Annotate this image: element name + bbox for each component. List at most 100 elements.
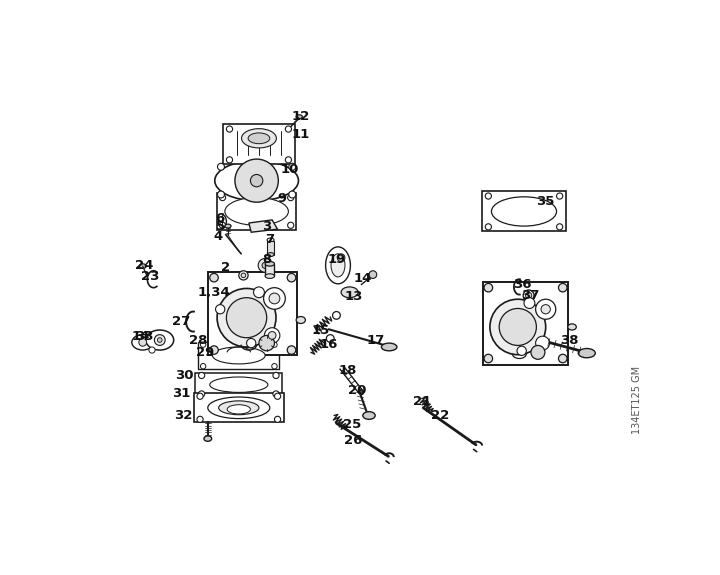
Circle shape <box>199 373 204 378</box>
Circle shape <box>226 157 233 163</box>
Circle shape <box>557 193 563 199</box>
Ellipse shape <box>267 238 274 242</box>
Circle shape <box>333 312 341 319</box>
Circle shape <box>220 222 225 228</box>
Bar <box>482 191 566 232</box>
Circle shape <box>258 258 272 273</box>
Circle shape <box>536 336 549 350</box>
Ellipse shape <box>296 317 305 324</box>
Circle shape <box>200 342 206 347</box>
Circle shape <box>158 338 162 342</box>
Ellipse shape <box>492 197 557 226</box>
Circle shape <box>499 308 536 346</box>
Circle shape <box>287 222 294 228</box>
Circle shape <box>524 298 535 308</box>
Circle shape <box>199 391 204 397</box>
Ellipse shape <box>325 247 351 284</box>
Circle shape <box>235 159 279 202</box>
Text: 29: 29 <box>196 346 214 359</box>
Circle shape <box>220 194 225 201</box>
Bar <box>194 393 284 423</box>
Circle shape <box>200 363 206 369</box>
Circle shape <box>273 373 279 378</box>
Text: 8: 8 <box>262 254 271 266</box>
Ellipse shape <box>382 343 397 351</box>
Circle shape <box>287 346 296 354</box>
Circle shape <box>485 193 492 199</box>
Text: 21: 21 <box>413 395 431 408</box>
Circle shape <box>490 299 546 355</box>
Circle shape <box>531 346 545 359</box>
Text: 31: 31 <box>172 388 191 400</box>
Circle shape <box>274 416 281 423</box>
Text: 27: 27 <box>172 315 191 328</box>
Text: 4: 4 <box>213 231 222 243</box>
Ellipse shape <box>228 405 251 414</box>
Text: 7: 7 <box>265 233 274 247</box>
Circle shape <box>517 346 526 355</box>
Circle shape <box>287 194 294 201</box>
Circle shape <box>197 416 203 423</box>
Circle shape <box>559 283 567 292</box>
Bar <box>223 124 294 164</box>
Circle shape <box>239 271 248 280</box>
Text: 24: 24 <box>135 259 153 272</box>
Text: 5: 5 <box>215 220 225 233</box>
Bar <box>483 282 568 365</box>
Circle shape <box>485 224 492 230</box>
Circle shape <box>289 191 296 198</box>
Circle shape <box>215 305 225 314</box>
Ellipse shape <box>212 347 265 364</box>
Ellipse shape <box>225 224 231 228</box>
Circle shape <box>149 347 155 353</box>
Circle shape <box>154 335 165 346</box>
Bar <box>208 273 297 355</box>
Circle shape <box>226 126 233 132</box>
Text: 2: 2 <box>221 261 230 274</box>
Text: 14: 14 <box>131 331 150 343</box>
Text: 3: 3 <box>262 220 271 233</box>
Bar <box>265 264 274 276</box>
Bar <box>217 193 296 230</box>
Ellipse shape <box>296 115 302 118</box>
Ellipse shape <box>578 348 595 358</box>
Circle shape <box>139 339 147 346</box>
Ellipse shape <box>219 401 259 415</box>
Text: 33: 33 <box>135 331 153 343</box>
Ellipse shape <box>145 330 174 350</box>
Text: 20: 20 <box>348 384 366 397</box>
Ellipse shape <box>210 377 268 392</box>
Text: 30: 30 <box>175 369 194 382</box>
Ellipse shape <box>331 254 345 277</box>
Circle shape <box>326 335 334 342</box>
Bar <box>267 241 274 255</box>
Text: 23: 23 <box>141 270 160 283</box>
Text: 14: 14 <box>354 272 372 285</box>
Circle shape <box>285 126 292 132</box>
Circle shape <box>337 254 345 262</box>
Text: 22: 22 <box>431 409 449 422</box>
Circle shape <box>259 335 274 351</box>
Text: 35: 35 <box>536 195 555 208</box>
Circle shape <box>197 393 203 399</box>
Ellipse shape <box>225 198 289 225</box>
Text: 13: 13 <box>344 290 363 302</box>
Circle shape <box>541 305 550 314</box>
Circle shape <box>271 363 277 369</box>
Ellipse shape <box>265 274 274 278</box>
Circle shape <box>526 292 532 298</box>
Ellipse shape <box>215 160 299 201</box>
Circle shape <box>251 174 263 187</box>
Circle shape <box>264 328 280 343</box>
Circle shape <box>285 157 292 163</box>
Circle shape <box>271 342 277 347</box>
Circle shape <box>557 224 563 230</box>
Ellipse shape <box>568 324 576 330</box>
Circle shape <box>264 288 285 309</box>
Circle shape <box>210 274 218 282</box>
Circle shape <box>289 163 296 170</box>
Text: 6: 6 <box>215 212 225 225</box>
Circle shape <box>559 354 567 363</box>
Circle shape <box>484 283 492 292</box>
Text: 15: 15 <box>312 324 330 338</box>
